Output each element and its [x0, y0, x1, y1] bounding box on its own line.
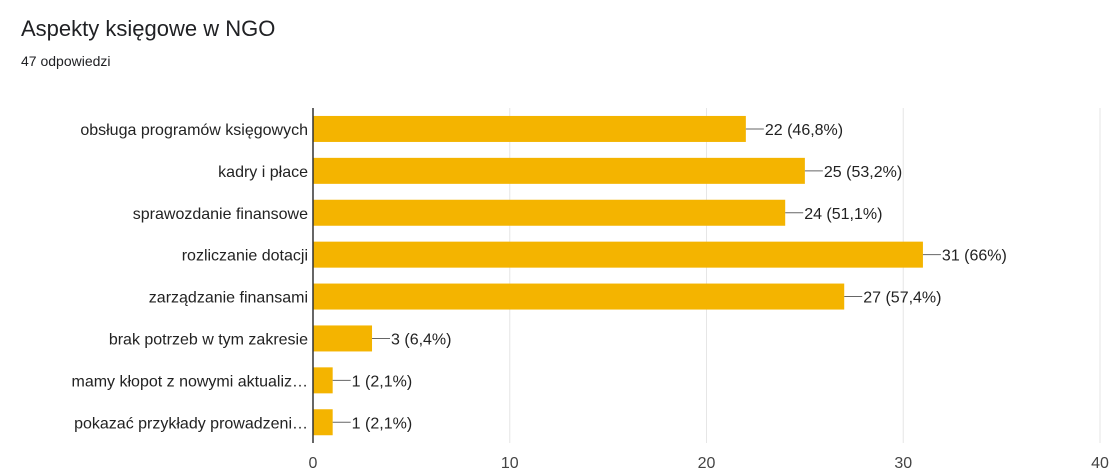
value-label: 1 (2,1%)	[352, 373, 412, 390]
labels: 0 10 20 30 40 obsługa programów księgowych 22 …	[71, 122, 1109, 472]
chart-header: Aspekty księgowe w NGO 47 odpowiedzi	[21, 14, 275, 70]
category-label: mamy kłopot z nowymi aktualiz…	[71, 373, 308, 390]
bar	[313, 409, 333, 436]
bar	[313, 325, 373, 352]
x-tick-label: 10	[501, 455, 519, 472]
value-label: 3 (6,4%)	[391, 331, 451, 348]
bar	[313, 157, 805, 184]
category-label: pokazać przykłady prowadzeni…	[74, 415, 308, 432]
category-label: sprawozdanie finansowe	[133, 206, 308, 223]
bar	[313, 199, 786, 226]
category-label: rozliczanie dotacji	[182, 248, 308, 265]
response-count: 47 odpowiedzi	[21, 53, 111, 69]
bars	[313, 115, 923, 436]
value-label: 24 (51,1%)	[804, 206, 882, 223]
value-label: 1 (2,1%)	[352, 415, 412, 432]
category-label: zarządzanie finansami	[149, 290, 308, 307]
value-label: 27 (57,4%)	[863, 290, 941, 307]
bar	[313, 283, 845, 310]
bar	[313, 115, 746, 142]
bar	[313, 241, 923, 268]
value-label: 31 (66%)	[942, 248, 1007, 265]
x-tick-label: 40	[1091, 455, 1109, 472]
x-tick-label: 30	[894, 455, 912, 472]
chart-title: Aspekty księgowe w NGO	[21, 16, 276, 41]
category-label: obsługa programów księgowych	[80, 122, 308, 139]
category-label: brak potrzeb w tym zakresie	[109, 331, 308, 348]
x-tick-label: 20	[698, 455, 716, 472]
value-label: 22 (46,8%)	[765, 122, 843, 139]
bar	[313, 367, 333, 394]
category-label: kadry i płace	[218, 164, 308, 181]
value-label: 25 (53,2%)	[824, 164, 902, 181]
x-tick-label: 0	[309, 455, 318, 472]
